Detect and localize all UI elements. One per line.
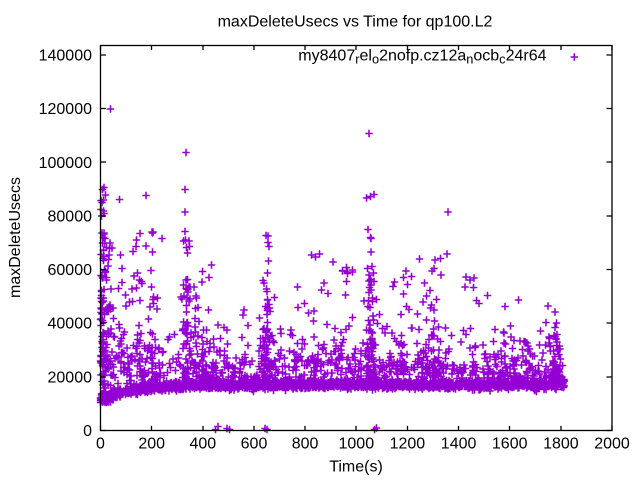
svg-text:60000: 60000 — [48, 262, 93, 279]
svg-text:1000: 1000 — [339, 436, 375, 453]
svg-text:maxDeleteUsecs vs Time for qp1: maxDeleteUsecs vs Time for qp100.L2 — [218, 14, 493, 31]
svg-text:600: 600 — [241, 436, 268, 453]
svg-text:my8407relo2nofp.cz12anocbc24r6: my8407relo2nofp.cz12anocbc24r64 — [298, 48, 546, 67]
svg-text:1400: 1400 — [441, 436, 477, 453]
svg-text:120000: 120000 — [39, 101, 92, 118]
svg-text:maxDeleteUsecs: maxDeleteUsecs — [7, 177, 24, 298]
svg-text:800: 800 — [292, 436, 319, 453]
svg-text:1200: 1200 — [390, 436, 426, 453]
svg-text:100000: 100000 — [39, 155, 92, 172]
svg-text:1800: 1800 — [543, 436, 579, 453]
svg-text:2000: 2000 — [594, 436, 630, 453]
svg-text:200: 200 — [138, 436, 165, 453]
svg-text:0: 0 — [96, 436, 105, 453]
svg-text:0: 0 — [83, 423, 92, 440]
svg-text:40000: 40000 — [48, 316, 93, 333]
svg-text:Time(s): Time(s) — [329, 459, 383, 476]
svg-text:400: 400 — [189, 436, 216, 453]
svg-text:1600: 1600 — [492, 436, 528, 453]
svg-text:80000: 80000 — [48, 208, 93, 225]
svg-text:140000: 140000 — [39, 48, 92, 65]
svg-text:20000: 20000 — [48, 369, 93, 386]
